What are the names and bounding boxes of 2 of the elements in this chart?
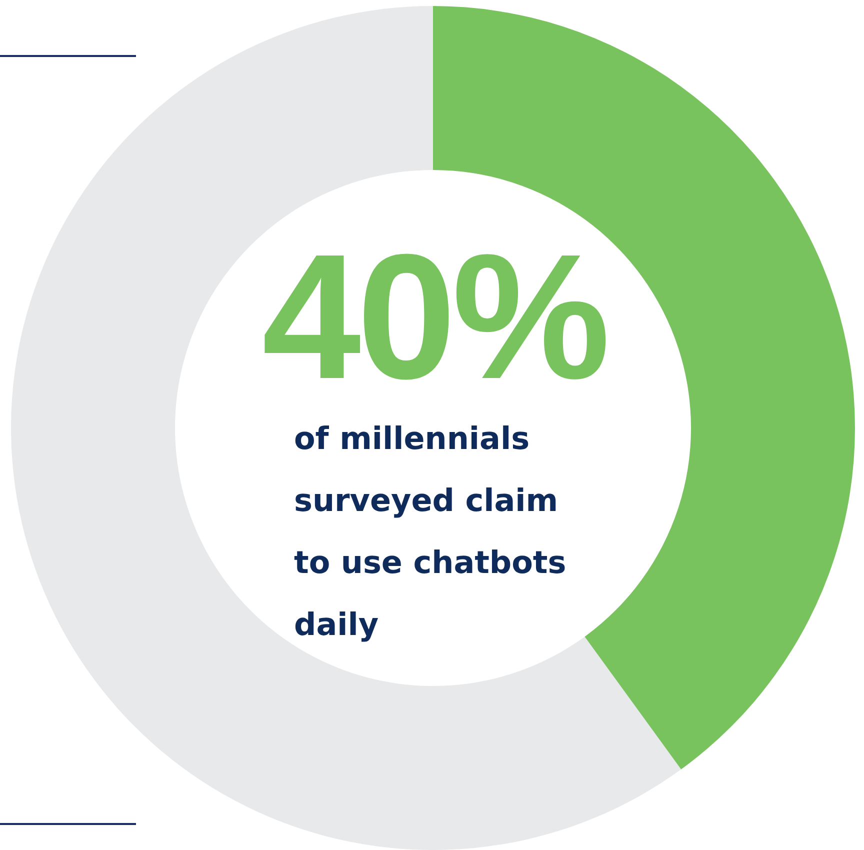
text: of millennials surveyed claim to use chatbots daily xyxy=(294,421,566,643)
data-label: 40% xyxy=(262,217,606,416)
